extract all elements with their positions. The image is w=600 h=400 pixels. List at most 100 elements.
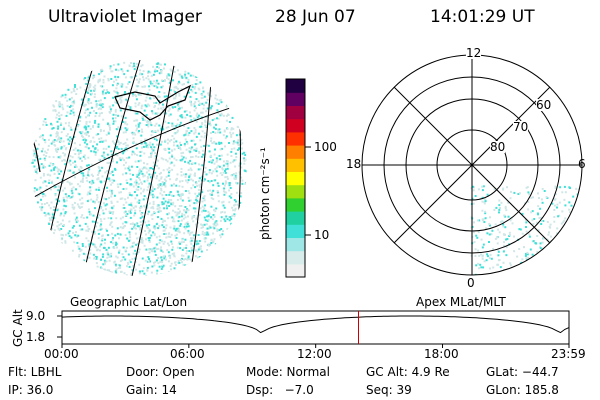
- image-pixel: [112, 64, 115, 66]
- image-pixel: [197, 180, 200, 183]
- image-pixel: [32, 154, 35, 157]
- image-pixel: [521, 258, 524, 261]
- image-pixel: [222, 160, 225, 163]
- image-pixel: [171, 216, 174, 219]
- image-pixel: [151, 130, 154, 133]
- image-pixel: [527, 200, 530, 203]
- image-pixel: [143, 272, 146, 275]
- image-pixel: [499, 220, 502, 223]
- image-pixel: [158, 206, 161, 209]
- image-pixel: [200, 125, 203, 128]
- image-pixel: [540, 216, 543, 219]
- image-pixel: [149, 116, 152, 119]
- image-pixel: [140, 192, 142, 195]
- image-pixel: [161, 203, 164, 206]
- image-pixel: [124, 221, 127, 224]
- image-pixel: [167, 201, 169, 204]
- image-pixel: [224, 168, 227, 171]
- image-pixel: [162, 106, 165, 109]
- image-pixel: [222, 134, 225, 137]
- image-pixel: [164, 258, 167, 261]
- image-pixel: [53, 229, 56, 232]
- image-pixel: [97, 201, 100, 204]
- image-pixel: [213, 215, 216, 218]
- image-pixel: [147, 237, 150, 240]
- image-pixel: [192, 139, 195, 142]
- image-pixel: [144, 142, 147, 145]
- image-pixel: [201, 205, 204, 208]
- image-pixel: [71, 249, 74, 252]
- image-pixel: [56, 120, 59, 123]
- image-pixel: [182, 173, 185, 176]
- image-pixel: [43, 157, 46, 160]
- image-pixel: [70, 187, 73, 190]
- image-pixel: [568, 208, 571, 211]
- image-pixel: [472, 231, 475, 234]
- image-pixel: [155, 248, 158, 251]
- image-pixel: [184, 138, 187, 141]
- image-pixel: [48, 213, 51, 216]
- image-pixel: [553, 220, 556, 223]
- image-pixel: [160, 127, 163, 130]
- image-pixel: [205, 233, 208, 236]
- image-pixel: [165, 99, 168, 102]
- image-pixel: [180, 171, 183, 173]
- image-pixel: [102, 118, 105, 121]
- image-pixel: [548, 231, 550, 234]
- image-pixel: [483, 201, 486, 204]
- image-pixel: [197, 156, 200, 158]
- image-pixel: [192, 184, 195, 187]
- image-pixel: [240, 166, 243, 169]
- image-pixel: [219, 148, 222, 151]
- image-pixel: [197, 188, 200, 191]
- image-pixel: [235, 200, 237, 203]
- image-pixel: [147, 143, 150, 146]
- image-pixel: [122, 143, 125, 145]
- image-pixel: [87, 76, 90, 79]
- image-pixel: [116, 135, 119, 138]
- image-pixel: [208, 212, 211, 215]
- image-pixel: [113, 142, 116, 145]
- image-pixel: [97, 186, 100, 189]
- image-pixel: [540, 198, 543, 201]
- colorbar-segment: [286, 263, 305, 278]
- image-pixel: [184, 238, 187, 241]
- image-pixel: [192, 220, 195, 223]
- image-pixel: [193, 127, 196, 129]
- image-pixel: [71, 195, 74, 198]
- image-pixel: [137, 160, 140, 163]
- image-pixel: [72, 231, 75, 234]
- image-pixel: [191, 156, 194, 158]
- image-pixel: [63, 145, 66, 148]
- image-pixel: [210, 197, 213, 200]
- image-pixel: [97, 237, 100, 240]
- image-pixel: [215, 207, 218, 210]
- image-pixel: [97, 232, 100, 235]
- image-pixel: [94, 84, 97, 87]
- image-pixel: [101, 227, 104, 230]
- image-pixel: [164, 200, 167, 203]
- image-pixel: [140, 65, 143, 68]
- image-pixel: [187, 215, 189, 218]
- image-pixel: [94, 87, 97, 90]
- image-pixel: [220, 154, 223, 157]
- image-pixel: [68, 106, 71, 108]
- image-pixel: [205, 124, 208, 127]
- image-pixel: [161, 224, 164, 227]
- image-pixel: [156, 164, 159, 167]
- image-pixel: [234, 174, 237, 177]
- image-pixel: [148, 88, 151, 91]
- image-pixel: [207, 227, 210, 230]
- image-pixel: [225, 135, 228, 138]
- image-pixel: [239, 143, 242, 146]
- image-pixel: [178, 205, 181, 207]
- image-pixel: [48, 155, 51, 158]
- image-pixel: [185, 140, 188, 143]
- image-pixel: [60, 222, 63, 225]
- image-pixel: [188, 250, 191, 252]
- image-pixel: [129, 193, 132, 196]
- image-pixel: [180, 159, 183, 162]
- image-pixel: [212, 223, 215, 226]
- image-pixel: [226, 164, 229, 167]
- image-pixel: [59, 155, 62, 158]
